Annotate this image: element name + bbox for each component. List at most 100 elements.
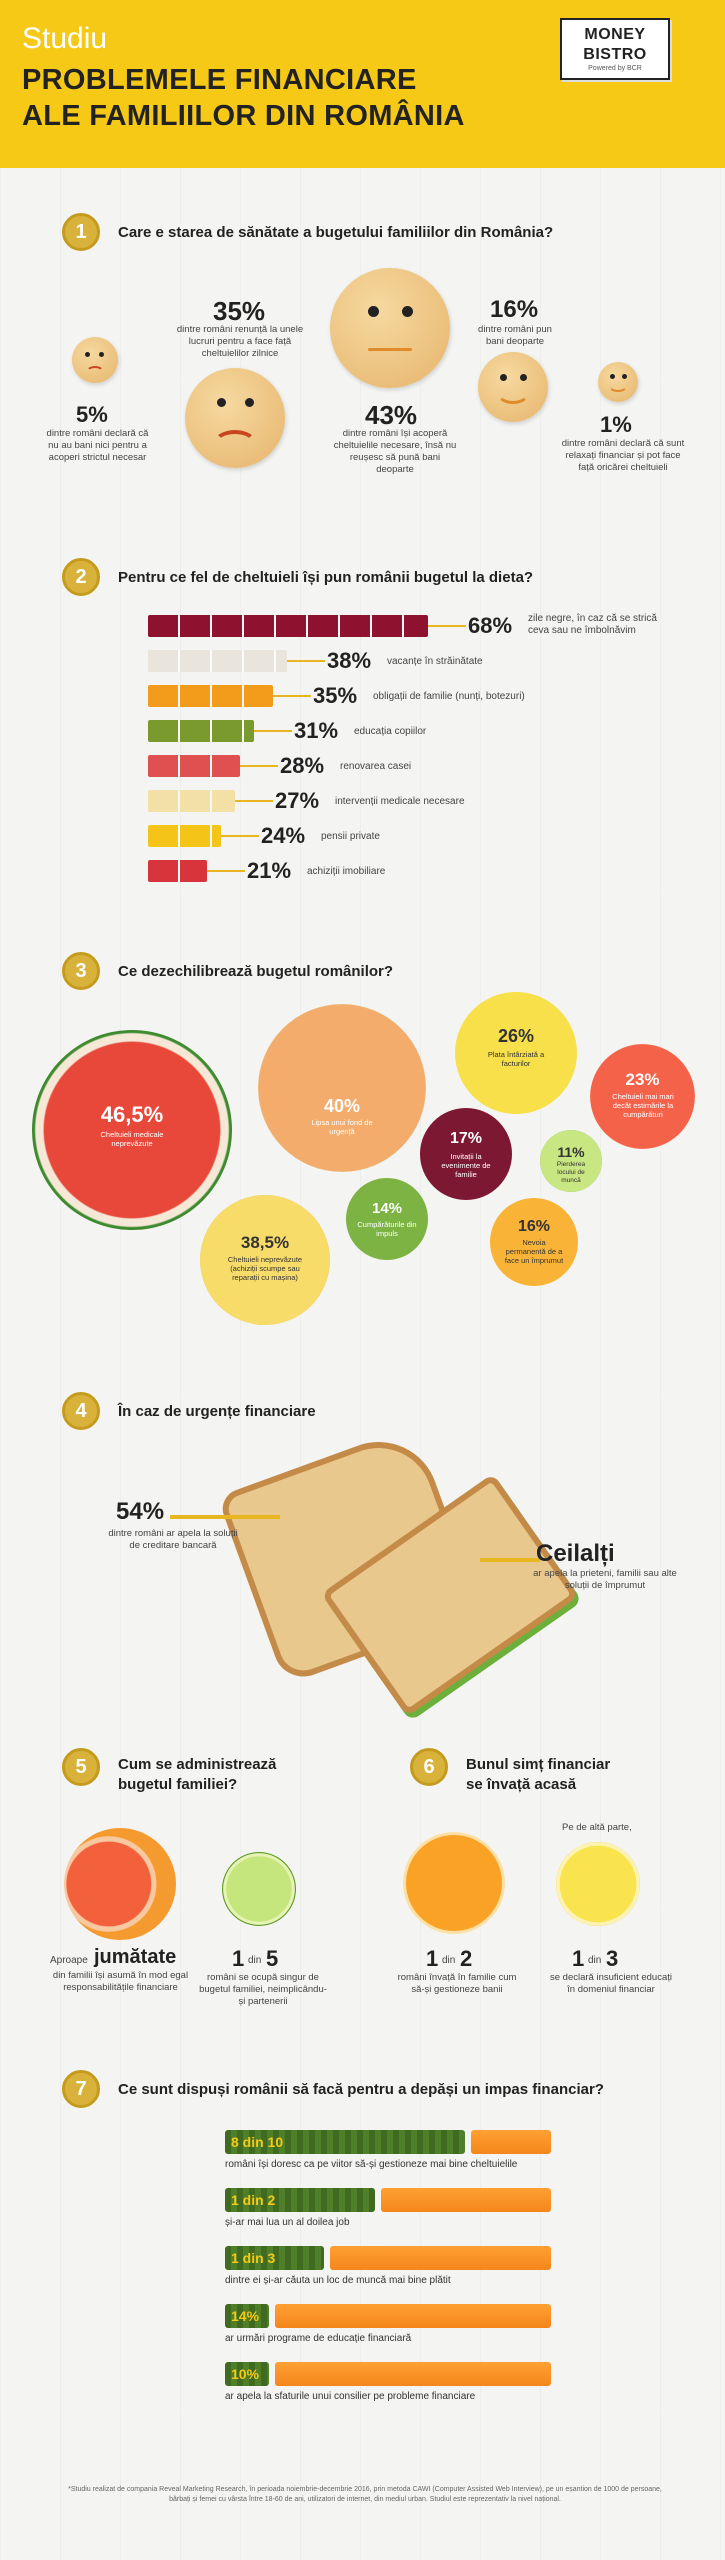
s1-pct-43: 43% <box>365 400 418 430</box>
s7-bar-orange-4 <box>275 2362 551 2386</box>
s7-bar-green-2 <box>225 2246 324 2270</box>
s2-bar-7 <box>148 860 207 882</box>
section-3-title: Ce dezechilibrează bugetul românilor? <box>118 963 394 980</box>
s2-bar-4 <box>148 755 240 777</box>
s7-num-1: 1 din 2 <box>231 2192 276 2208</box>
s2-bar-1 <box>148 650 287 672</box>
page-title-line1: PROBLEMELE FINANCIARE <box>22 64 417 96</box>
section-6-title-2: se învață acasă <box>466 1776 577 1793</box>
section-4-badge: 4 <box>62 1392 100 1430</box>
s3-pct-7: 38,5% <box>240 1233 290 1252</box>
s7-num-2: 1 din 3 <box>231 2250 276 2266</box>
s2-label-0: zile negre, în caz că se strică ceva sau… <box>528 613 657 636</box>
s2-label-7: achiziții imobiliare <box>307 866 386 877</box>
s6-b-big: 1 <box>572 1946 585 1971</box>
section-2-title: Pentru ce fel de cheltuieli își pun româ… <box>118 569 534 586</box>
s3-label-1: Lipsa unui fond de urgență <box>311 1118 373 1136</box>
footnote: *Studiu realizat de compania Reveal Mark… <box>68 2486 662 2503</box>
s5-a-big: jumătate <box>94 1946 177 1968</box>
section-1-title: Care e starea de sănătate a bugetului fa… <box>118 224 554 241</box>
logo-line1: MONEY <box>584 26 646 43</box>
s1-text-35: dintre români renunță la unele lucruri p… <box>176 324 304 359</box>
s3-label-3: Cheltuieli mai mari decât estimările la … <box>612 1092 674 1119</box>
s6-b-text: se declară insuficient educați în domeni… <box>550 1972 672 1995</box>
section-6-badge: 6 <box>410 1748 448 1786</box>
header-kicker: Studiu <box>22 22 108 55</box>
s3-label-8: Nevoia permanentă de a face un împrumut <box>504 1238 564 1265</box>
s7-text-4: ar apela la sfaturile unui consilier pe … <box>225 2391 476 2402</box>
s2-label-1: vacanțe în străinătate <box>387 656 483 667</box>
s3-pct-5: 11% <box>557 1144 585 1160</box>
section-5-title-2: bugetul familiei? <box>118 1776 238 1793</box>
s2-pct-7: 21% <box>247 858 292 883</box>
s2-pct-5: 27% <box>275 788 320 813</box>
section-3-badge: 3 <box>62 952 100 990</box>
s3-label-2: Plata întârziată a facturilor <box>487 1050 545 1068</box>
neutral-cookie-icon <box>330 268 450 388</box>
s7-bar-green-4 <box>225 2362 269 2386</box>
s7-text-3: ar urmări programe de educație financiar… <box>225 2333 412 2344</box>
s2-pct-1: 38% <box>327 648 372 673</box>
worried-cookie-icon <box>72 337 118 383</box>
s3-label-5: Pierderea locului de muncă <box>556 1161 586 1184</box>
orange-circle: 16% Nevoia permanentă de a face un împru… <box>490 1198 578 1286</box>
s7-bar-green-1 <box>225 2188 375 2212</box>
s2-label-6: pensii private <box>321 831 380 842</box>
s3-pct-4: 17% <box>449 1130 483 1147</box>
s6-a-din: din <box>442 1955 456 1966</box>
s3-label-0: Cheltuieli medicale neprevăzute <box>100 1130 164 1148</box>
s2-pct-6: 24% <box>261 823 306 848</box>
s6-b-din: din <box>588 1955 602 1966</box>
s5-b-text: români se ocupă singur de bugetul famili… <box>199 1972 327 2007</box>
s7-text-1: și-ar mai lua un al doilea job <box>225 2217 350 2228</box>
section-7-title: Ce sunt dispuși românii să facă pentru a… <box>118 2081 604 2098</box>
s2-bar-2 <box>148 685 273 707</box>
orange-half-icon <box>403 1832 505 1934</box>
section-4-title: În caz de urgențe financiare <box>118 1403 316 1420</box>
happy-cookie-icon <box>478 352 548 422</box>
grapefruit-half-icon <box>64 1828 176 1940</box>
s2-label-5: intervenții medicale necesare <box>335 796 465 807</box>
s7-num-0: 8 din 10 <box>231 2134 284 2150</box>
s3-label-7: Cheltuieli neprevăzute (achiziții scumpe… <box>227 1255 303 1282</box>
s3-label-4: Invitații la evenimente de familie <box>441 1152 491 1179</box>
s5-b-num: 5 <box>266 1946 279 1971</box>
s3-pct-0: 46,5% <box>100 1102 164 1127</box>
s7-bar-orange-2 <box>330 2246 551 2270</box>
header-banner: Studiu PROBLEMELE FINANCIARE ALE FAMILII… <box>0 0 725 168</box>
lemon-half-icon <box>556 1842 640 1926</box>
s3-pct-6: 14% <box>371 1200 403 1217</box>
s7-bar-green-0 <box>225 2130 465 2154</box>
s1-text-43: dintre români își acoperă cheltuielile n… <box>333 428 457 475</box>
money-bistro-logo: MONEY BISTRO Powered by BCR <box>560 18 670 80</box>
s2-pct-4: 28% <box>280 753 325 778</box>
s5-b-din: din <box>248 1955 262 1966</box>
s3-pct-3: 23% <box>625 1070 660 1089</box>
section-1-badge: 1 <box>62 213 100 251</box>
s5-a-text: din familii își asumă în mod egal respon… <box>52 1970 189 1993</box>
melon-circle: 40% Lipsa unui fond de urgență <box>258 1004 426 1172</box>
section-7-badge: 7 <box>62 2070 100 2108</box>
sad-cookie-icon <box>185 368 285 468</box>
s4-right-text: ar apela la prieteni, familii sau alte s… <box>533 1568 677 1591</box>
s2-pct-3: 31% <box>294 718 339 743</box>
section-5-badge: 5 <box>62 1748 100 1786</box>
s4-left-text: dintre români ar apela la soluții de cre… <box>108 1528 238 1551</box>
s7-num-4: 10% <box>231 2366 260 2382</box>
logo-line2: BISTRO <box>583 46 647 63</box>
s2-pct-0: 68% <box>468 613 513 638</box>
s3-pct-8: 16% <box>517 1218 551 1235</box>
s7-bar-orange-1 <box>381 2188 551 2212</box>
s7-text-0: români își doresc ca pe viitor să-și ges… <box>225 2159 518 2170</box>
s7-bar-orange-0 <box>471 2130 551 2154</box>
beet-circle: 17% Invitații la evenimente de familie <box>420 1108 512 1200</box>
page-title-line2: ALE FAMILIILOR DIN ROMÂNIA <box>22 100 465 132</box>
s2-bar-0 <box>148 615 428 637</box>
s2-label-4: renovarea casei <box>340 761 412 772</box>
s1-text-5: dintre români declară că nu au bani nici… <box>46 428 149 463</box>
kiwi-circle: 14% Cumpărăturile din impuls <box>346 1178 428 1260</box>
s3-pct-2: 26% <box>497 1026 535 1046</box>
s7-num-3: 14% <box>231 2308 260 2324</box>
s1-pct-35: 35% <box>213 296 266 326</box>
s2-label-3: educația copiilor <box>354 726 427 737</box>
